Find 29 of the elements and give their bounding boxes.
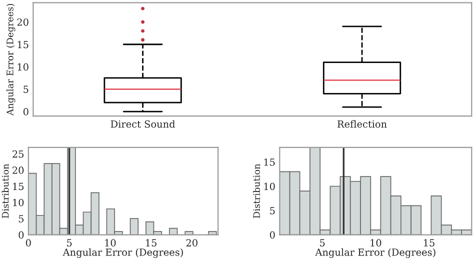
x-tick-label: 10	[370, 239, 382, 246]
y-tick-label: 5	[18, 215, 24, 222]
y-tick-label: 5	[270, 207, 275, 214]
y-axis-title: Angular Error (Degrees)	[6, 4, 16, 116]
y-axis-title: Distribution	[252, 164, 260, 218]
x-tick-label: Reflection	[337, 120, 387, 128]
y-tick-label: 10	[264, 182, 275, 190]
y-axis-title: Distribution	[2, 164, 9, 218]
y-tick-label: 0	[270, 231, 275, 239]
y-tick-label: 5	[24, 86, 28, 93]
x-tick-label: 20	[186, 239, 198, 246]
x-tick-label: 15	[146, 239, 156, 246]
y-tick-label: 10	[13, 198, 24, 206]
x-axis-title: Angular Error (Degrees)	[62, 248, 183, 258]
y-tick-label: 15	[264, 158, 275, 166]
y-tick-label: 20	[17, 18, 28, 26]
y-tick-label: 0	[18, 231, 24, 239]
y-tick-label: 15	[18, 40, 28, 48]
y-tick-label: 25	[12, 150, 24, 158]
y-tick-label: 20	[12, 166, 24, 174]
y-tick-label: 0	[23, 108, 28, 116]
x-tick-label: 10	[105, 239, 116, 246]
x-tick-label: 15	[424, 239, 434, 246]
x-tick-label: 5	[67, 239, 72, 246]
x-axis-title: Angular Error (Degrees)	[315, 248, 436, 258]
x-tick-label: Direct Sound	[110, 120, 176, 128]
y-tick-label: 10	[18, 63, 28, 71]
x-tick-label: 5	[320, 239, 325, 246]
y-tick-label: 15	[13, 182, 24, 190]
